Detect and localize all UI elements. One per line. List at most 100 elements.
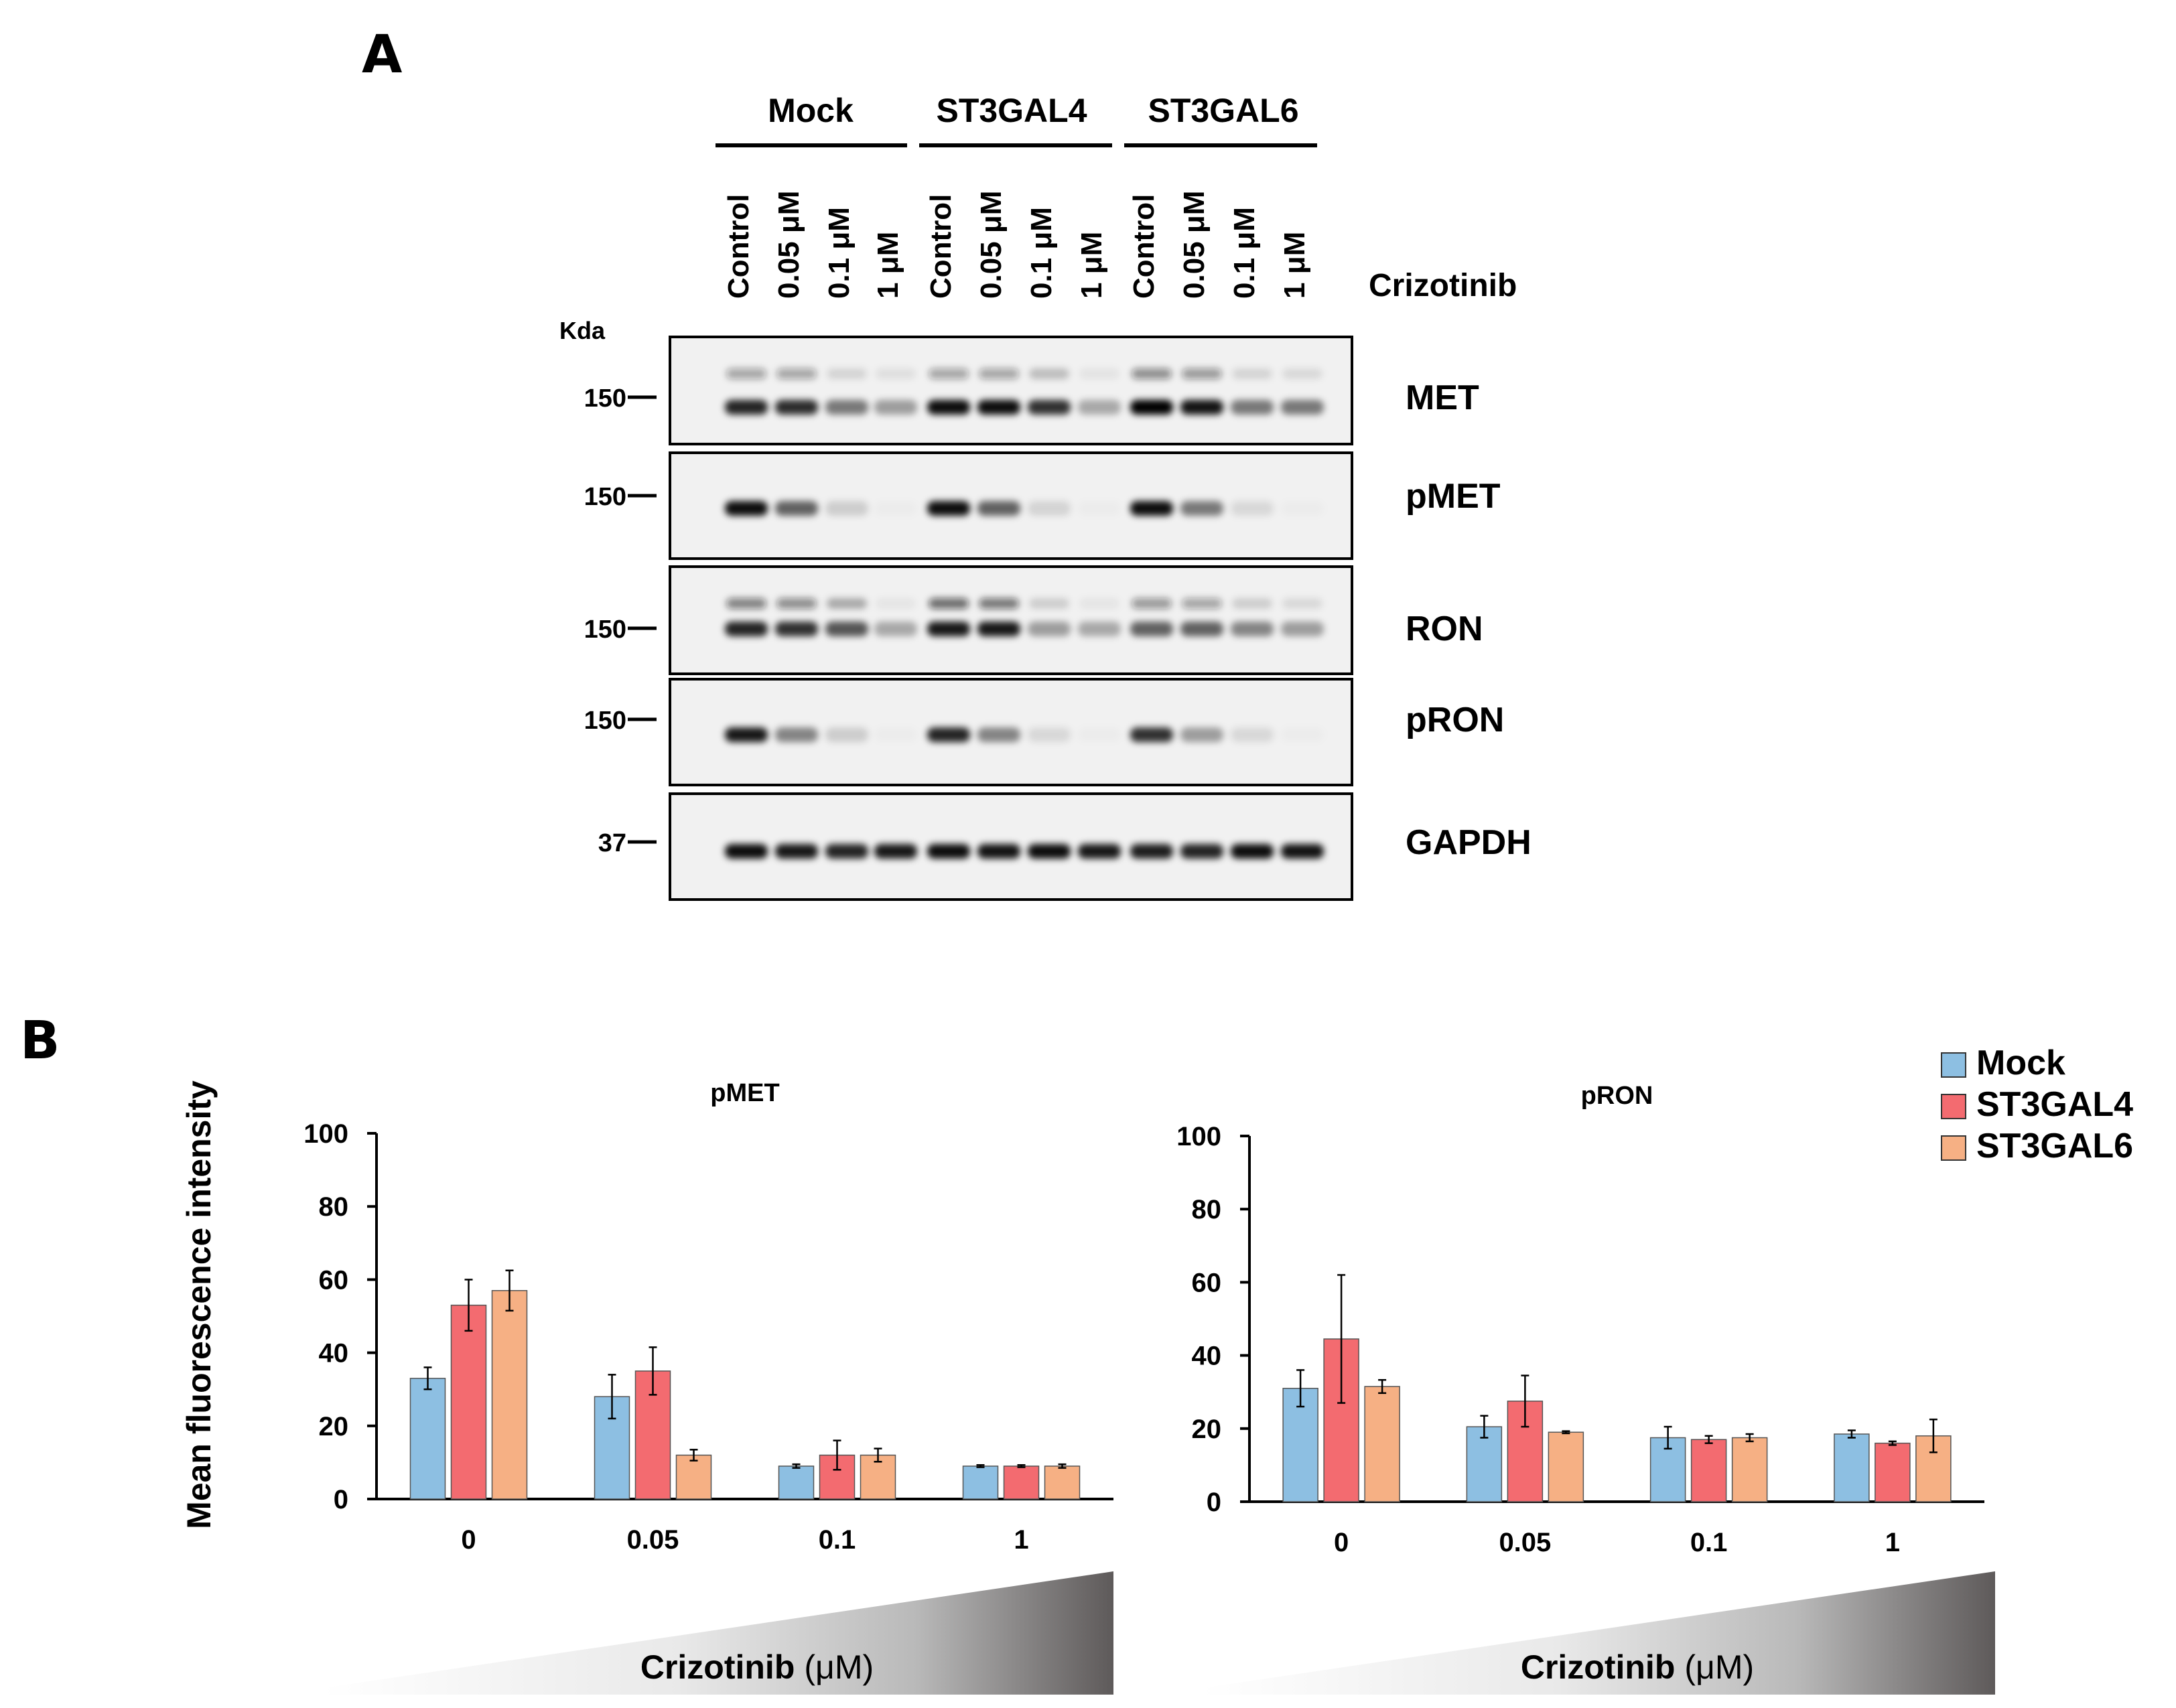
band (1078, 400, 1121, 415)
blot-pron: 150 pRON (584, 678, 1504, 786)
legend-swatch-mock (1941, 1052, 1966, 1078)
lane-labels: Control 0.05 μM 0.1 μM 1 μM Control 0.05 μM 0.… (722, 191, 1311, 299)
band (929, 368, 969, 379)
crizotinib-gradient-right: Crizotinib (μM) (1203, 1571, 1995, 1695)
bar-st3gal6 (1731, 1437, 1768, 1502)
band (977, 844, 1020, 859)
band (776, 598, 817, 609)
panel-a-letter: A (362, 25, 402, 85)
marker-label: 37 (598, 829, 626, 857)
group-headers: Mock ST3GAL4 ST3GAL6 (716, 92, 1317, 147)
blot-met: 150 MET (584, 336, 1479, 445)
band (1078, 844, 1121, 859)
y-tick-label: 0 (334, 1485, 348, 1514)
gradient-wedge-left (324, 1571, 1113, 1695)
band (1232, 598, 1272, 609)
y-tick-label: 40 (319, 1339, 349, 1368)
blot-bands (725, 598, 1324, 636)
band (874, 501, 917, 516)
blot-bands (725, 844, 1324, 859)
chart-title: pRON (1581, 1082, 1653, 1110)
gradient-label-right-main: Crizotinib (1521, 1648, 1676, 1686)
gradient-wedge-right (1203, 1571, 1995, 1695)
gradient-label-right: Crizotinib (μM) (1521, 1648, 1754, 1686)
bar-mock (778, 1466, 815, 1500)
bar-st3gal6 (491, 1290, 528, 1500)
bar-st3gal4 (1875, 1442, 1911, 1502)
x-tick-label: 1 (1014, 1525, 1028, 1555)
band (977, 400, 1020, 415)
gradient-label-left-main: Crizotinib (640, 1648, 795, 1686)
group-label-st3gal6: ST3GAL6 (1148, 92, 1298, 129)
band (1132, 598, 1172, 609)
band (874, 400, 917, 415)
band (927, 501, 970, 516)
band (1180, 727, 1223, 742)
band (874, 727, 917, 742)
crizotinib-label: Crizotinib (1369, 268, 1517, 303)
blot-bands (725, 501, 1324, 516)
band (825, 501, 868, 516)
band (725, 844, 768, 859)
band (1281, 501, 1324, 516)
blot-frame (669, 565, 1353, 675)
blot-name: MET (1406, 378, 1479, 417)
band (876, 368, 916, 379)
band (977, 727, 1020, 742)
gradient-label-left: Crizotinib (μM) (640, 1648, 874, 1686)
band (1231, 622, 1274, 636)
blot-gapdh: 37 GAPDH (598, 792, 1532, 901)
band (1078, 501, 1121, 516)
chart-pron: pRON 0 20 40 60 80 100 0 0.05 0.1 1 (1176, 1082, 1984, 1557)
band (726, 598, 766, 609)
blot-ron: 150 RON (584, 565, 1483, 675)
legend: Mock ST3GAL4 ST3GAL6 (1941, 1044, 2133, 1165)
band (825, 844, 868, 859)
band (1130, 727, 1173, 742)
band (1281, 727, 1324, 742)
lane-label: 0.1 μM (1228, 207, 1261, 299)
bar-st3gal6 (1044, 1466, 1081, 1500)
lane-label: 1 μM (1278, 232, 1311, 299)
band (1180, 622, 1223, 636)
legend-label-st3gal6: ST3GAL6 (1976, 1127, 2133, 1165)
y-tick-label: 20 (319, 1412, 349, 1441)
legend-swatch-st3gal4 (1941, 1094, 1966, 1119)
blot-name: GAPDH (1406, 823, 1532, 862)
legend-label-st3gal4: ST3GAL4 (1976, 1085, 2133, 1124)
band (1231, 844, 1274, 859)
crizotinib-gradient-left: Crizotinib (μM) (324, 1571, 1113, 1695)
y-tick-label: 100 (303, 1119, 348, 1149)
bar-mock (1834, 1433, 1870, 1502)
lane-label: 0.05 μM (1178, 191, 1211, 299)
blot-name: pMET (1406, 477, 1501, 516)
gradient-label-right-unit: (μM) (1684, 1648, 1754, 1686)
band (1028, 501, 1071, 516)
x-tick-label: 0.1 (1690, 1528, 1728, 1557)
band (977, 501, 1020, 516)
band (1231, 727, 1274, 742)
band (1281, 844, 1324, 859)
band (1130, 400, 1173, 415)
y-axis-title: Mean fluorescence intensity (180, 1080, 218, 1529)
x-tick-label: 0.05 (627, 1525, 679, 1555)
lane-label: 0.1 μM (823, 207, 856, 299)
band (825, 622, 868, 636)
band (979, 368, 1019, 379)
band (776, 368, 817, 379)
band (1028, 622, 1071, 636)
lane-label: 0.05 μM (975, 191, 1008, 299)
group-label-mock: Mock (768, 92, 854, 129)
band (1182, 598, 1222, 609)
marker-label: 150 (584, 616, 626, 644)
x-tick-label: 0.1 (819, 1525, 856, 1555)
band (725, 400, 768, 415)
bar-st3gal6 (675, 1454, 712, 1500)
band (927, 727, 970, 742)
lane-label: Control (925, 194, 957, 299)
bar-mock (409, 1378, 446, 1500)
lane-label: Control (1128, 194, 1160, 299)
panel-b-letter: B (20, 1011, 60, 1071)
band (775, 727, 818, 742)
band (725, 622, 768, 636)
